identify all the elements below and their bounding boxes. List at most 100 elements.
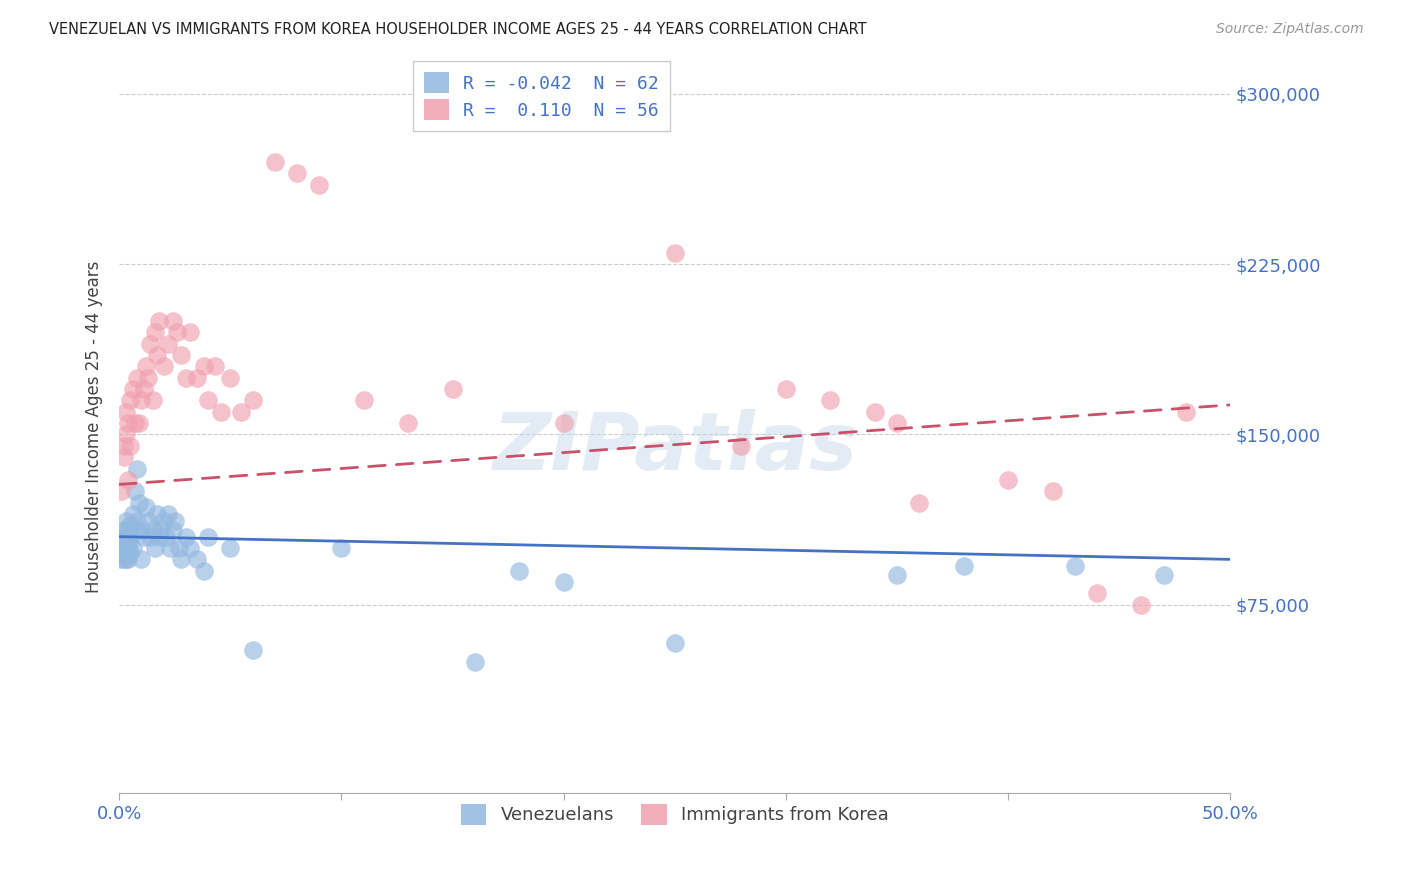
- Point: [117, 523, 139, 537]
- Point: [120, 530, 142, 544]
- Point: [186, 552, 208, 566]
- Point: [136, 370, 159, 384]
- Point: [157, 507, 180, 521]
- Point: [112, 552, 135, 566]
- Point: [121, 507, 143, 521]
- Point: [174, 370, 197, 384]
- Point: [162, 314, 184, 328]
- Point: [1085, 586, 1108, 600]
- Point: [112, 523, 135, 537]
- Point: [112, 450, 135, 464]
- Point: [1174, 405, 1197, 419]
- Point: [186, 370, 208, 384]
- Point: [112, 548, 135, 562]
- Point: [863, 405, 886, 419]
- Point: [120, 439, 142, 453]
- Point: [155, 530, 177, 544]
- Point: [441, 382, 464, 396]
- Point: [179, 541, 201, 555]
- Point: [132, 530, 155, 544]
- Point: [117, 541, 139, 555]
- Point: [139, 530, 162, 544]
- Point: [115, 530, 138, 544]
- Point: [886, 568, 908, 582]
- Point: [135, 359, 157, 374]
- Point: [553, 416, 575, 430]
- Point: [148, 530, 170, 544]
- Point: [150, 523, 173, 537]
- Point: [136, 514, 159, 528]
- Point: [112, 541, 135, 555]
- Point: [285, 166, 308, 180]
- Point: [730, 439, 752, 453]
- Point: [179, 325, 201, 339]
- Point: [124, 484, 146, 499]
- Point: [148, 314, 170, 328]
- Point: [110, 530, 132, 544]
- Point: [353, 393, 375, 408]
- Point: [146, 348, 169, 362]
- Point: [170, 348, 193, 362]
- Point: [775, 382, 797, 396]
- Point: [115, 552, 138, 566]
- Point: [115, 514, 138, 528]
- Point: [464, 655, 486, 669]
- Point: [163, 514, 186, 528]
- Point: [159, 541, 181, 555]
- Point: [110, 484, 132, 499]
- Point: [508, 564, 530, 578]
- Point: [219, 541, 242, 555]
- Point: [169, 541, 191, 555]
- Legend: Venezuelans, Immigrants from Korea: Venezuelans, Immigrants from Korea: [450, 793, 900, 836]
- Point: [166, 325, 188, 339]
- Point: [120, 518, 142, 533]
- Point: [115, 427, 138, 442]
- Text: Source: ZipAtlas.com: Source: ZipAtlas.com: [1216, 22, 1364, 37]
- Point: [125, 370, 148, 384]
- Point: [142, 523, 165, 537]
- Point: [121, 382, 143, 396]
- Point: [131, 393, 153, 408]
- Point: [128, 416, 150, 430]
- Point: [131, 552, 153, 566]
- Point: [170, 552, 193, 566]
- Point: [886, 416, 908, 430]
- Point: [330, 541, 353, 555]
- Point: [1153, 568, 1175, 582]
- Point: [820, 393, 842, 408]
- Point: [952, 559, 974, 574]
- Point: [117, 473, 139, 487]
- Point: [125, 461, 148, 475]
- Y-axis label: Householder Income Ages 25 - 44 years: Householder Income Ages 25 - 44 years: [86, 260, 103, 592]
- Text: ZIPatlas: ZIPatlas: [492, 409, 858, 488]
- Point: [115, 545, 138, 559]
- Point: [553, 575, 575, 590]
- Point: [146, 507, 169, 521]
- Point: [263, 154, 285, 169]
- Point: [120, 393, 142, 408]
- Point: [117, 536, 139, 550]
- Point: [1130, 598, 1153, 612]
- Point: [396, 416, 419, 430]
- Point: [112, 534, 135, 549]
- Point: [115, 541, 138, 555]
- Point: [115, 405, 138, 419]
- Point: [135, 500, 157, 515]
- Text: VENEZUELAN VS IMMIGRANTS FROM KOREA HOUSEHOLDER INCOME AGES 25 - 44 YEARS CORREL: VENEZUELAN VS IMMIGRANTS FROM KOREA HOUS…: [49, 22, 868, 37]
- Point: [117, 416, 139, 430]
- Point: [125, 514, 148, 528]
- Point: [128, 495, 150, 509]
- Point: [242, 393, 264, 408]
- Point: [142, 393, 165, 408]
- Point: [193, 359, 215, 374]
- Point: [110, 541, 132, 555]
- Point: [1063, 559, 1085, 574]
- Point: [117, 552, 139, 566]
- Point: [124, 523, 146, 537]
- Point: [197, 530, 219, 544]
- Point: [143, 325, 166, 339]
- Point: [231, 405, 253, 419]
- Point: [242, 643, 264, 657]
- Point: [132, 382, 155, 396]
- Point: [664, 636, 686, 650]
